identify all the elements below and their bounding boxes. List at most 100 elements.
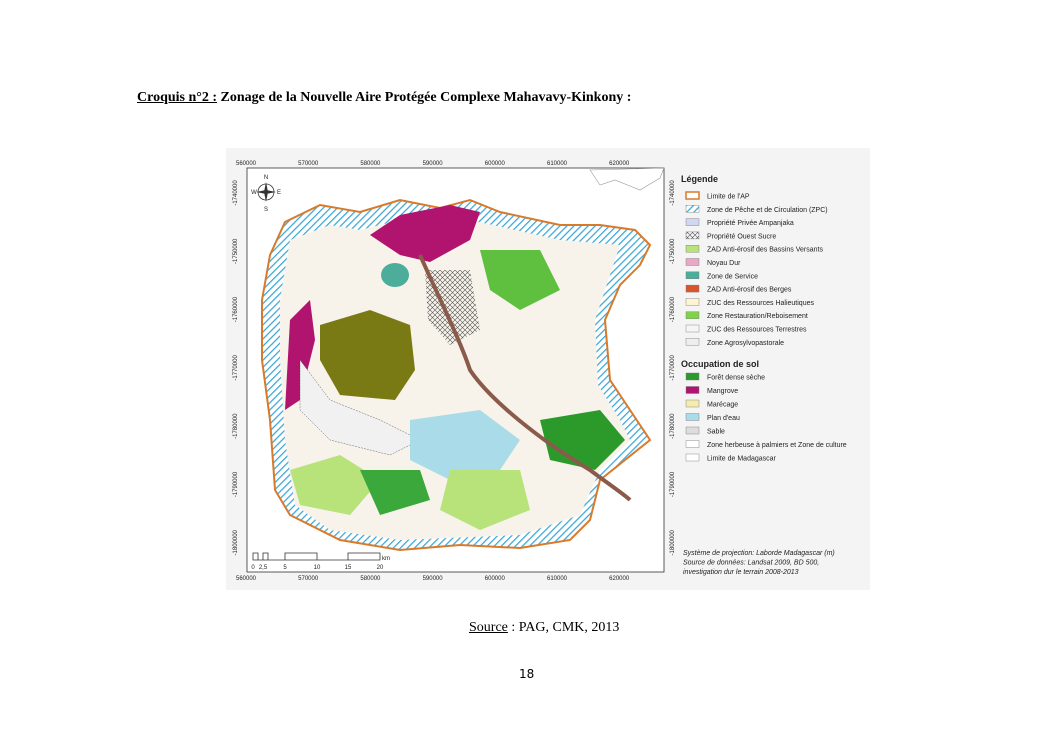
legend-swatch bbox=[685, 413, 700, 421]
y-coord-label: -1800000 bbox=[670, 529, 676, 555]
legend-swatch bbox=[685, 231, 700, 240]
legend-swatch bbox=[685, 218, 700, 226]
y-coord-label: -1790000 bbox=[670, 471, 676, 497]
y-coord-label: -1740000 bbox=[233, 180, 239, 206]
scale-label: 0 bbox=[251, 565, 255, 571]
x-coord-label: 560000 bbox=[236, 576, 257, 582]
legend-title: Occupation de sol bbox=[681, 359, 759, 369]
scale-label: 15 bbox=[345, 565, 352, 571]
x-coord-label: 620000 bbox=[609, 576, 630, 582]
y-coord-label: -1760000 bbox=[233, 296, 239, 322]
legend-title: Légende bbox=[681, 174, 718, 184]
map-note: Système de projection: Laborde Madagasca… bbox=[683, 550, 835, 557]
x-coord-label: 610000 bbox=[547, 161, 568, 167]
legend-item: ZUC des Ressources Terrestres bbox=[707, 327, 807, 334]
page-number: 18 bbox=[519, 667, 535, 681]
legend-item: Plan d'eau bbox=[707, 415, 740, 422]
legend-swatch bbox=[685, 426, 700, 435]
legend-item: Limite de Madagascar bbox=[707, 456, 777, 463]
legend-item: Propriété Ouest Sucre bbox=[707, 233, 776, 240]
y-coord-label: -1780000 bbox=[233, 413, 239, 439]
legend-swatch bbox=[685, 324, 700, 333]
scale-bar bbox=[252, 552, 381, 561]
heading: Croquis n°2 : Zonage de la Nouvelle Aire… bbox=[137, 90, 631, 106]
legend-item: Zone de Pêche et de Circulation (ZPC) bbox=[707, 207, 828, 214]
y-coord-label: -1750000 bbox=[233, 238, 239, 264]
service-zone bbox=[381, 263, 409, 287]
x-coord-label: 600000 bbox=[485, 161, 506, 167]
compass-label: N bbox=[264, 175, 268, 181]
legend-item: Zone Agrosylvopastorale bbox=[707, 340, 784, 347]
scale-unit: km bbox=[382, 556, 390, 562]
heading-label: Croquis n°2 : bbox=[137, 90, 218, 105]
core-zone bbox=[320, 310, 415, 400]
x-coord-label: 570000 bbox=[298, 161, 319, 167]
sugar-property bbox=[425, 270, 480, 345]
x-coord-label: 590000 bbox=[423, 576, 444, 582]
legend-swatch bbox=[685, 258, 700, 266]
legend-item: Propriété Privée Ampanjaka bbox=[707, 220, 794, 227]
mangrove bbox=[370, 205, 480, 262]
map-note: Source de données: Landsat 2009, BD 500, bbox=[683, 560, 819, 567]
forest bbox=[480, 250, 560, 310]
agro-zone bbox=[299, 359, 421, 456]
x-coord-label: 600000 bbox=[485, 576, 506, 582]
legend-item: Limite de l'AP bbox=[707, 194, 750, 201]
map-note: investigation dur le terrain 2008-2013 bbox=[683, 569, 799, 576]
compass-label: E bbox=[277, 190, 281, 196]
legend-swatch bbox=[685, 453, 700, 462]
compass-label: W bbox=[251, 190, 257, 196]
x-coord-label: 580000 bbox=[360, 576, 381, 582]
legend-swatch bbox=[685, 311, 700, 319]
source-label: Source bbox=[469, 620, 508, 635]
legend-swatch bbox=[685, 386, 700, 394]
dense-forest bbox=[540, 410, 625, 470]
scale-label: 2,5 bbox=[259, 565, 268, 571]
legend-item: Forêt dense sèche bbox=[707, 375, 765, 382]
legend-swatch bbox=[685, 440, 700, 448]
legend-item: Noyau Dur bbox=[707, 260, 741, 267]
legend-swatch bbox=[685, 271, 700, 279]
land bbox=[280, 220, 630, 540]
legend-swatch bbox=[685, 372, 700, 381]
legend-item: ZUC des Ressources Halieutiques bbox=[707, 300, 814, 307]
scale-label: 10 bbox=[314, 565, 321, 571]
legend-swatch bbox=[685, 191, 700, 200]
legend-swatch bbox=[685, 338, 700, 346]
legend-swatch bbox=[685, 284, 700, 293]
x-coord-label: 590000 bbox=[423, 161, 444, 167]
legend-swatch bbox=[685, 399, 700, 408]
river bbox=[418, 254, 632, 502]
source-text: : PAG, CMK, 2013 bbox=[507, 620, 620, 635]
legend-swatch bbox=[685, 205, 700, 213]
x-coord-label: 570000 bbox=[298, 576, 319, 582]
legend-item: ZAD Anti-érosif des Bassins Versants bbox=[707, 247, 823, 254]
anti-erosion bbox=[440, 470, 530, 530]
scale-label: 5 bbox=[283, 565, 287, 571]
compass-label: S bbox=[264, 207, 268, 213]
legend-item: Zone Restauration/Reboisement bbox=[707, 313, 808, 320]
legend-item: Zone herbeuse à palmiers et Zone de cult… bbox=[707, 442, 847, 449]
forest bbox=[360, 470, 430, 515]
x-coord-label: 560000 bbox=[236, 161, 257, 167]
y-coord-label: -1760000 bbox=[670, 296, 676, 322]
y-coord-label: -1780000 bbox=[670, 413, 676, 439]
y-coord-label: -1770000 bbox=[670, 355, 676, 381]
coastline bbox=[589, 167, 665, 191]
anti-erosion bbox=[290, 455, 380, 515]
y-coord-label: -1740000 bbox=[670, 180, 676, 206]
heading-text: Zonage de la Nouvelle Aire Protégée Comp… bbox=[220, 90, 632, 105]
x-coord-label: 610000 bbox=[547, 576, 568, 582]
y-coord-label: -1770000 bbox=[233, 355, 239, 381]
compass bbox=[256, 182, 276, 202]
y-coord-label: -1750000 bbox=[670, 238, 676, 264]
water bbox=[410, 410, 520, 480]
legend-item: ZAD Anti-érosif des Berges bbox=[707, 287, 792, 294]
legend-item: Zone de Service bbox=[707, 273, 758, 280]
legend-item: Mangrove bbox=[707, 388, 738, 395]
source: Source : PAG, CMK, 2013 bbox=[469, 620, 619, 636]
legend-item: Sable bbox=[707, 429, 725, 436]
legend-swatch bbox=[685, 298, 700, 306]
